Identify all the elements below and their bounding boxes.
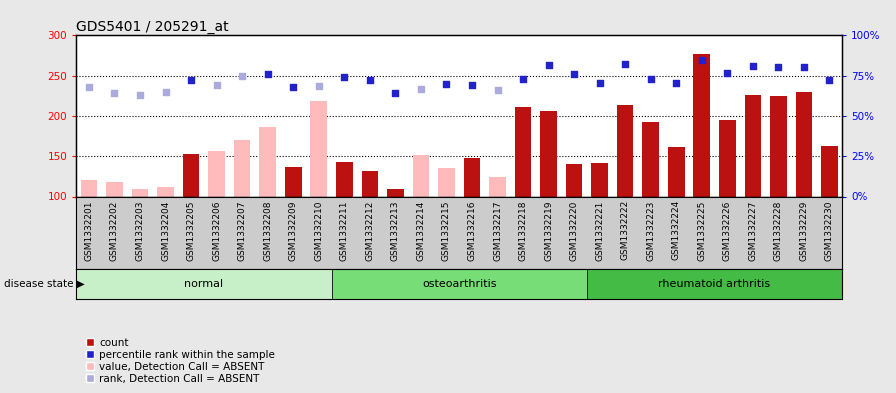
Point xyxy=(745,63,760,69)
Bar xyxy=(770,96,787,196)
Text: GDS5401 / 205291_at: GDS5401 / 205291_at xyxy=(76,20,228,34)
Point xyxy=(669,80,684,86)
Point xyxy=(823,77,837,84)
Point xyxy=(414,85,428,92)
Bar xyxy=(234,140,251,196)
Text: GSM1332229: GSM1332229 xyxy=(799,200,808,261)
Bar xyxy=(514,107,531,196)
Bar xyxy=(310,101,327,196)
Bar xyxy=(332,269,587,299)
Text: GSM1332207: GSM1332207 xyxy=(237,200,246,261)
Text: GSM1332203: GSM1332203 xyxy=(135,200,144,261)
Text: GSM1332226: GSM1332226 xyxy=(723,200,732,261)
Text: GSM1332201: GSM1332201 xyxy=(84,200,93,261)
Bar xyxy=(106,182,123,196)
Point xyxy=(465,82,479,88)
Legend: count, percentile rank within the sample, value, Detection Call = ABSENT, rank, : count, percentile rank within the sample… xyxy=(86,338,275,384)
Bar xyxy=(591,163,608,196)
Text: GSM1332225: GSM1332225 xyxy=(697,200,706,261)
Text: GSM1332208: GSM1332208 xyxy=(263,200,272,261)
Text: GSM1332227: GSM1332227 xyxy=(748,200,757,261)
Text: GSM1332218: GSM1332218 xyxy=(519,200,528,261)
Bar xyxy=(438,168,455,196)
Bar xyxy=(642,121,659,196)
Bar xyxy=(489,177,506,196)
Text: GSM1332209: GSM1332209 xyxy=(289,200,297,261)
Text: GSM1332206: GSM1332206 xyxy=(212,200,221,261)
Text: GSM1332228: GSM1332228 xyxy=(774,200,783,261)
Bar xyxy=(694,54,711,196)
Point xyxy=(235,73,249,80)
Text: GSM1332220: GSM1332220 xyxy=(570,200,579,261)
Text: GSM1332216: GSM1332216 xyxy=(468,200,477,261)
Bar xyxy=(745,95,762,196)
Point xyxy=(337,74,351,81)
Point xyxy=(133,92,147,98)
Bar xyxy=(412,154,429,196)
Text: GSM1332210: GSM1332210 xyxy=(314,200,323,261)
Text: GSM1332215: GSM1332215 xyxy=(442,200,451,261)
Text: rheumatoid arthritis: rheumatoid arthritis xyxy=(659,279,771,289)
Text: GSM1332219: GSM1332219 xyxy=(544,200,553,261)
Text: GSM1332204: GSM1332204 xyxy=(161,200,170,261)
Text: GSM1332221: GSM1332221 xyxy=(595,200,604,261)
Text: GSM1332202: GSM1332202 xyxy=(110,200,119,261)
Bar xyxy=(208,151,225,196)
Text: normal: normal xyxy=(185,279,223,289)
Bar xyxy=(821,146,838,196)
Bar xyxy=(565,164,582,196)
Point xyxy=(210,82,224,88)
Point xyxy=(388,90,402,97)
Bar xyxy=(76,269,332,299)
Point xyxy=(516,76,530,82)
Point xyxy=(363,77,377,83)
Text: GSM1332213: GSM1332213 xyxy=(391,200,400,261)
Point xyxy=(618,61,633,68)
Bar xyxy=(616,105,633,196)
Bar xyxy=(587,269,842,299)
Point xyxy=(720,70,735,76)
Point xyxy=(771,64,786,70)
Bar xyxy=(183,154,200,196)
Text: GSM1332230: GSM1332230 xyxy=(825,200,834,261)
Bar xyxy=(285,167,302,196)
Point xyxy=(261,71,275,77)
Point xyxy=(490,87,504,93)
Text: GSM1332217: GSM1332217 xyxy=(493,200,502,261)
Point xyxy=(184,77,198,84)
Point xyxy=(592,80,607,86)
Text: GSM1332205: GSM1332205 xyxy=(186,200,195,261)
Point xyxy=(643,76,658,82)
Bar xyxy=(719,120,736,196)
Point xyxy=(797,64,811,70)
Text: disease state ▶: disease state ▶ xyxy=(4,279,85,289)
Point xyxy=(541,62,556,68)
Text: GSM1332222: GSM1332222 xyxy=(621,200,630,261)
Text: GSM1332224: GSM1332224 xyxy=(672,200,681,261)
Bar xyxy=(540,111,557,196)
Text: GSM1332211: GSM1332211 xyxy=(340,200,349,261)
Bar xyxy=(81,180,98,196)
Text: GSM1332223: GSM1332223 xyxy=(646,200,655,261)
Bar xyxy=(463,158,480,196)
Bar xyxy=(387,189,404,196)
Point xyxy=(312,83,326,89)
Point xyxy=(567,71,582,77)
Bar xyxy=(336,162,353,196)
Point xyxy=(439,81,453,87)
Bar xyxy=(796,92,813,196)
Bar xyxy=(668,147,685,196)
Text: GSM1332214: GSM1332214 xyxy=(417,200,426,261)
Bar xyxy=(259,127,276,196)
Bar xyxy=(361,171,378,196)
Point xyxy=(82,84,96,90)
Point xyxy=(694,57,709,64)
Point xyxy=(108,90,122,96)
Bar xyxy=(132,189,149,196)
Text: osteoarthritis: osteoarthritis xyxy=(422,279,496,289)
Bar xyxy=(157,187,174,196)
Point xyxy=(159,88,173,95)
Text: GSM1332212: GSM1332212 xyxy=(366,200,375,261)
Point xyxy=(286,84,300,90)
